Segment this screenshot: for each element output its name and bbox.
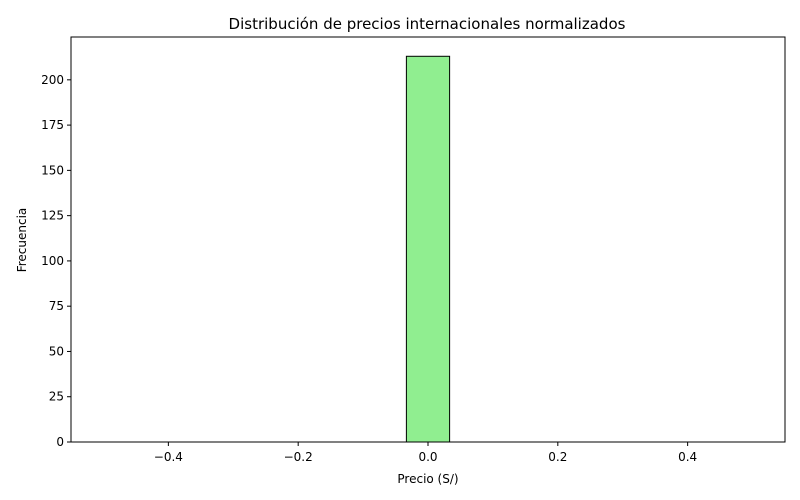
chart-title: Distribución de precios internacionales …	[229, 15, 626, 33]
x-tick-label: −0.2	[284, 450, 313, 464]
y-tick-label: 0	[56, 435, 64, 449]
x-tick-label: 0.0	[418, 450, 437, 464]
x-tick-label: 0.4	[678, 450, 697, 464]
y-tick-label: 150	[41, 163, 64, 177]
y-tick-label: 50	[49, 344, 64, 358]
x-axis-ticks: −0.4 −0.2 0.0 0.2 0.4	[154, 442, 697, 464]
y-tick-label: 200	[41, 73, 64, 87]
y-axis-ticks: 0 25 50 75 100 125 150 175 200	[41, 73, 71, 449]
y-axis-title: Frecuencia	[15, 208, 29, 273]
x-axis-title: Precio (S/)	[397, 472, 458, 486]
y-tick-label: 75	[49, 299, 64, 313]
x-tick-label: −0.4	[154, 450, 183, 464]
y-tick-label: 100	[41, 254, 64, 268]
x-tick-label: 0.2	[548, 450, 567, 464]
bars-group	[405, 55, 451, 443]
y-tick-label: 25	[49, 390, 64, 404]
histogram-bar	[405, 55, 451, 443]
y-tick-label: 125	[41, 209, 64, 223]
plot-frame	[70, 36, 786, 443]
y-tick-label: 175	[41, 118, 64, 132]
